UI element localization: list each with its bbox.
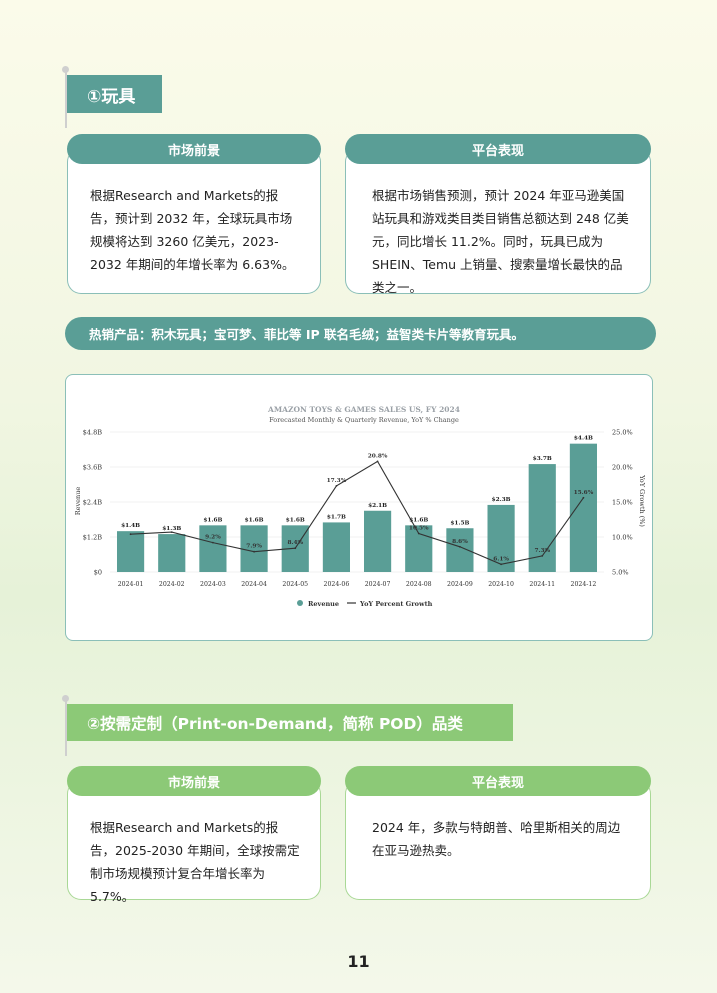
- x-tick-label: 2024-06: [324, 581, 350, 588]
- revenue-bar: [405, 525, 433, 572]
- section2-platform-text: 2024 年，多款与特朗普、哈里斯相关的周边在亚马逊热卖。: [372, 820, 621, 858]
- x-tick-label: 2024-10: [488, 581, 514, 588]
- yoy-point: [253, 550, 255, 553]
- legend-yoy-label: YoY Percent Growth: [359, 600, 433, 608]
- yoy-point: [129, 533, 132, 536]
- yoy-data-label: 9.2%: [205, 535, 221, 541]
- section1-platform-text: 根据市场销售预测，预计 2024 年亚马逊美国站玩具和游戏类目类目销售总额达到 …: [372, 188, 629, 295]
- revenue-data-label: $1.3B: [162, 526, 181, 532]
- revenue-data-label: $2.1B: [368, 503, 387, 509]
- legend-revenue-swatch: [297, 600, 303, 606]
- yoy-data-label: 17.3%: [327, 478, 347, 484]
- yoy-data-label: 20.8%: [368, 453, 388, 459]
- yoy-data-label: 8.6%: [452, 539, 468, 545]
- yoy-data-label: 15.6%: [574, 490, 594, 496]
- yoy-data-label: 8.4%: [287, 540, 303, 546]
- yoy-data-label: 6.1%: [493, 556, 509, 562]
- yoy-data-label: 7.9%: [246, 544, 262, 550]
- section2-tab-line: [64, 699, 67, 756]
- section2-tab-dot: [62, 695, 69, 702]
- y2-tick-label: 20.0%: [612, 464, 633, 472]
- yoy-point: [417, 532, 420, 535]
- yoy-point: [294, 547, 297, 550]
- section2-platform-card: 2024 年，多款与特朗普、哈里斯相关的周边在亚马逊热卖。: [345, 780, 651, 900]
- revenue-data-label: $2.3B: [492, 497, 511, 503]
- section2-title: ②按需定制（Print-on-Demand，简称 POD）品类: [67, 704, 513, 741]
- sales-chart: AMAZON TOYS & GAMES SALES US, FY 2024 Fo…: [74, 405, 646, 608]
- revenue-data-label: $1.6B: [286, 517, 305, 523]
- hot-products-bar: 热销产品：积木玩具；宝可梦、菲比等 IP 联名毛绒；益智类卡片等教育玩具。: [65, 317, 656, 350]
- yoy-point: [335, 485, 338, 487]
- yoy-data-label: 10.5%: [409, 526, 429, 532]
- y2-axis-label: YoY Growth (%): [638, 474, 646, 527]
- revenue-bar: [322, 522, 351, 572]
- section1-tab-dot: [62, 66, 69, 73]
- y-tick-label: $1.2B: [83, 534, 102, 542]
- section1-platform-card: 根据市场销售预测，预计 2024 年亚马逊美国站玩具和游戏类目类目销售总额达到 …: [345, 148, 651, 295]
- revenue-bar: [158, 534, 186, 572]
- chart-title: AMAZON TOYS & GAMES SALES US, FY 2024: [267, 405, 460, 414]
- section1-market-card: 根据Research and Markets的报告，预计到 2032 年，全球玩…: [67, 148, 321, 294]
- yoy-point: [376, 460, 379, 463]
- y-tick-label: $0: [94, 569, 102, 577]
- yoy-point: [212, 541, 214, 544]
- x-tick-label: 2024-11: [529, 581, 555, 588]
- x-tick-label: 2024-01: [118, 581, 144, 588]
- yoy-point: [582, 496, 585, 499]
- yoy-point: [500, 563, 502, 566]
- yoy-point: [459, 545, 461, 548]
- x-tick-label: 2024-09: [447, 581, 473, 588]
- revenue-bar: [240, 525, 268, 572]
- x-tick-label: 2024-05: [282, 581, 308, 588]
- y2-tick-label: 5.0%: [612, 569, 629, 577]
- section1-platform-pill: 平台表现: [345, 134, 651, 164]
- revenue-data-label: $1.6B: [245, 517, 264, 523]
- section2-market-pill: 市场前景: [67, 766, 321, 796]
- section1-market-text: 根据Research and Markets的报告，预计到 2032 年，全球玩…: [90, 188, 295, 272]
- revenue-data-label: $3.7B: [533, 456, 552, 462]
- page-number: 11: [347, 952, 370, 971]
- revenue-data-label: $1.6B: [409, 517, 428, 523]
- y-tick-label: $4.8B: [83, 429, 102, 437]
- revenue-data-label: $4.4B: [574, 436, 593, 442]
- revenue-data-label: $1.6B: [203, 517, 222, 523]
- x-tick-label: 2024-07: [365, 581, 391, 588]
- x-tick-label: 2024-03: [200, 581, 226, 588]
- y2-tick-label: 25.0%: [612, 429, 633, 437]
- legend-revenue-label: Revenue: [308, 600, 339, 608]
- revenue-bar: [116, 531, 145, 572]
- x-tick-label: 2024-08: [406, 581, 432, 588]
- revenue-bar: [446, 528, 474, 572]
- x-tick-label: 2024-02: [159, 581, 185, 588]
- section2-market-card: 根据Research and Markets的报告，2025-2030 年期间，…: [67, 780, 321, 904]
- x-tick-label: 2024-12: [571, 581, 597, 588]
- revenue-bar: [199, 525, 227, 572]
- section2-platform-pill: 平台表现: [345, 766, 651, 796]
- y2-tick-label: 10.0%: [612, 534, 633, 542]
- section2-market-text: 根据Research and Markets的报告，2025-2030 年期间，…: [90, 820, 300, 904]
- revenue-bar: [569, 443, 598, 572]
- revenue-data-label: $1.5B: [450, 520, 469, 526]
- revenue-data-label: $1.4B: [121, 523, 140, 529]
- chart-container: AMAZON TOYS & GAMES SALES US, FY 2024 Fo…: [65, 374, 653, 641]
- section1-title: ①玩具: [67, 75, 162, 113]
- section1-tab-line: [64, 70, 67, 128]
- revenue-bar: [363, 510, 392, 572]
- x-tick-label: 2024-04: [241, 581, 267, 588]
- yoy-point: [541, 555, 544, 557]
- yoy-growth-line: [130, 460, 584, 565]
- section1-market-pill: 市场前景: [67, 134, 321, 164]
- y-tick-label: $3.6B: [83, 464, 102, 472]
- y2-tick-label: 15.0%: [612, 499, 633, 507]
- chart-subtitle: Forecasted Monthly & Quarterly Revenue, …: [269, 416, 459, 424]
- y-tick-label: $2.4B: [83, 499, 102, 507]
- revenue-bar: [528, 464, 556, 572]
- y-axis-label: Revenue: [74, 487, 82, 516]
- yoy-data-label: 7.3%: [534, 548, 550, 554]
- revenue-data-label: $1.7B: [327, 514, 346, 520]
- yoy-point: [170, 531, 173, 533]
